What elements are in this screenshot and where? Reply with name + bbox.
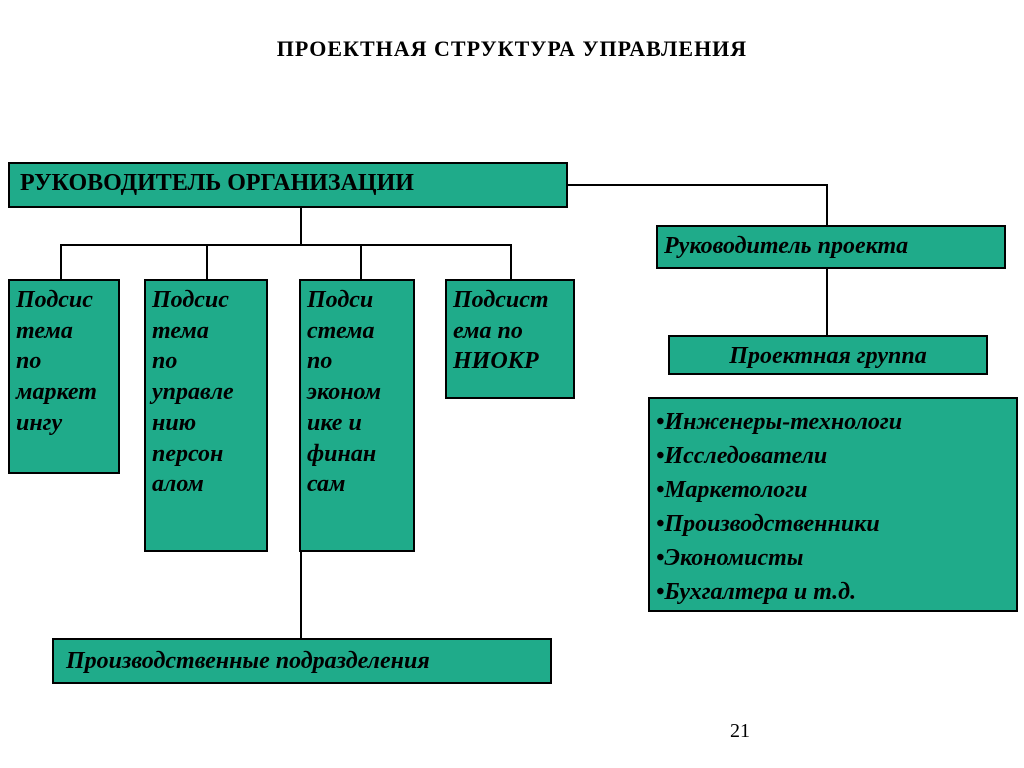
box-project-leader: Руководитель проекта xyxy=(656,225,1006,269)
subsystem-line: НИОКР xyxy=(453,346,567,377)
subsystem-line: сам xyxy=(307,469,407,500)
role-item: •Бухгалтера и т.д. xyxy=(656,575,1010,609)
connector-line xyxy=(826,269,828,335)
connector-line xyxy=(206,244,208,279)
subsystem-line: по xyxy=(16,346,112,377)
box-project-group-label: Проектная группа xyxy=(729,343,926,369)
box-subsystem-rnd: Подсистема поНИОКР xyxy=(445,279,575,399)
subsystem-line: по xyxy=(152,346,260,377)
subsystem-line: ике и xyxy=(307,408,407,439)
role-item: •Исследователи xyxy=(656,439,1010,473)
box-roles-list: •Инженеры-технологи•Исследователи•Маркет… xyxy=(648,397,1018,612)
subsystem-line: управле xyxy=(152,377,260,408)
connector-line xyxy=(300,552,302,638)
role-item: •Производственники xyxy=(656,507,1010,541)
subsystem-line: тема xyxy=(16,316,112,347)
subsystem-line: нию xyxy=(152,408,260,439)
subsystem-line: Подси xyxy=(307,285,407,316)
role-item: •Маркетологи xyxy=(656,473,1010,507)
subsystem-line: Подсис xyxy=(16,285,112,316)
subsystem-line: тема xyxy=(152,316,260,347)
subsystem-line: эконом xyxy=(307,377,407,408)
box-subsystem-marketing: Подсистемапомаркетингу xyxy=(8,279,120,474)
role-item: •Экономисты xyxy=(656,541,1010,575)
box-production-units-label: Производственные подразделения xyxy=(66,648,430,674)
subsystem-line: финан xyxy=(307,439,407,470)
box-project-group: Проектная группа xyxy=(668,335,988,375)
subsystem-line: маркет xyxy=(16,377,112,408)
connector-line xyxy=(510,244,512,279)
subsystem-line: персон xyxy=(152,439,260,470)
box-head-label: РУКОВОДИТЕЛЬ ОРГАНИЗАЦИИ xyxy=(20,170,414,196)
connector-line xyxy=(60,244,512,246)
connector-line xyxy=(60,244,62,279)
connector-line xyxy=(300,208,302,246)
connector-line xyxy=(568,184,828,186)
diagram-title: ПРОЕКТНАЯ СТРУКТУРА УПРАВЛЕНИЯ xyxy=(0,0,1024,62)
subsystem-line: стема xyxy=(307,316,407,347)
subsystem-line: Подсис xyxy=(152,285,260,316)
subsystem-line: Подсист xyxy=(453,285,567,316)
box-production-units: Производственные подразделения xyxy=(52,638,552,684)
box-project-leader-label: Руководитель проекта xyxy=(664,233,908,259)
box-subsystem-economics: Подсистемапоэкономике ифинансам xyxy=(299,279,415,552)
role-item: •Инженеры-технологи xyxy=(656,405,1010,439)
subsystem-line: по xyxy=(307,346,407,377)
box-subsystem-hr: Подсистемапоуправлениюперсоналом xyxy=(144,279,268,552)
page-number: 21 xyxy=(730,720,750,743)
connector-line xyxy=(360,244,362,279)
subsystem-line: ема по xyxy=(453,316,567,347)
subsystem-line: ингу xyxy=(16,408,112,439)
box-head-organization: РУКОВОДИТЕЛЬ ОРГАНИЗАЦИИ xyxy=(8,162,568,208)
connector-line xyxy=(826,184,828,225)
subsystem-line: алом xyxy=(152,469,260,500)
